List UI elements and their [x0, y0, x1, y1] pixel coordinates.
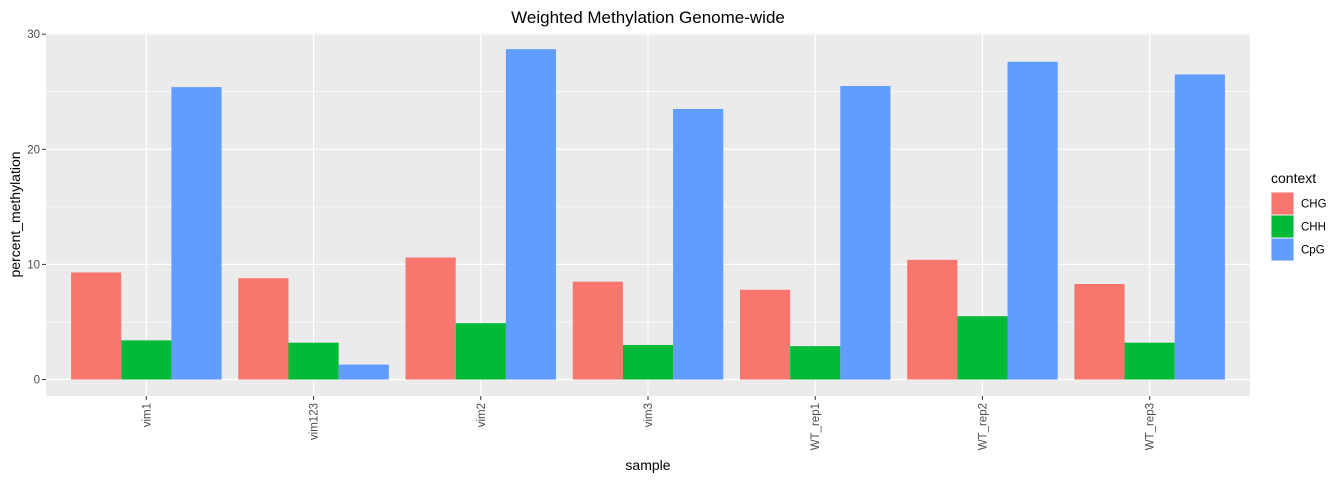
- bar-cpg-vim123: [338, 364, 389, 380]
- bar-chg-vim2: [405, 257, 456, 380]
- legend-title: context: [1271, 170, 1316, 186]
- bar-cpg-vim2: [505, 49, 557, 380]
- x-tick-label: vim2: [476, 403, 488, 427]
- legend-swatch-cpg: [1271, 238, 1294, 261]
- bars: [71, 49, 1225, 380]
- bar-chh-vim123: [288, 342, 339, 380]
- y-tick-label: 30: [27, 29, 40, 41]
- legend-swatch-chh: [1271, 215, 1294, 238]
- bar-chg-vim1: [71, 272, 122, 380]
- y-tick-label: 0: [34, 375, 40, 387]
- x-tick-label: WT_rep1: [810, 403, 822, 450]
- bar-chg-wt_rep2: [907, 259, 958, 380]
- chart-title: Weighted Methylation Genome-wide: [511, 8, 785, 27]
- bar-cpg-wt_rep2: [1007, 61, 1058, 380]
- x-tick-label: vim1: [141, 403, 153, 427]
- y-axis-title: percent_methylation: [7, 151, 23, 277]
- x-tick-label: vim123: [309, 403, 321, 440]
- bar-chg-wt_rep3: [1074, 283, 1125, 380]
- x-axis: vim1 vim123 vim2 vim3 WT_rep1 WT_rep2 WT_rep3: [141, 396, 1157, 450]
- legend: context CHG CHH CpG: [1271, 170, 1327, 261]
- bar-chg-vim123: [238, 278, 289, 380]
- bar-chg-wt_rep1: [739, 289, 791, 380]
- y-axis: 0 10 20 30: [27, 29, 46, 387]
- bar-chg-vim3: [572, 281, 623, 380]
- bar-chh-vim1: [121, 340, 172, 380]
- bar-cpg-vim1: [171, 87, 222, 380]
- legend-label-cpg: CpG: [1301, 245, 1325, 257]
- bar-chh-wt_rep2: [957, 316, 1008, 380]
- y-tick-label: 20: [27, 144, 40, 156]
- legend-label-chg: CHG: [1301, 199, 1327, 211]
- x-axis-title: sample: [625, 457, 670, 473]
- legend-swatch-chg: [1271, 192, 1294, 215]
- bar-chh-vim3: [622, 344, 674, 380]
- bar-cpg-wt_rep3: [1174, 74, 1225, 380]
- bar-chh-vim2: [455, 323, 506, 380]
- gridlines: [46, 33, 1250, 396]
- bar-chh-wt_rep1: [790, 346, 841, 380]
- y-tick-label: 10: [27, 259, 40, 271]
- x-tick-label: vim3: [643, 403, 655, 427]
- legend-label-chh: CHH: [1301, 222, 1326, 234]
- bar-cpg-wt_rep1: [840, 85, 891, 380]
- x-tick-label: WT_rep3: [1145, 403, 1157, 450]
- x-tick-label: WT_rep2: [977, 403, 989, 450]
- bar-cpg-vim3: [673, 108, 724, 380]
- bar-chh-wt_rep3: [1124, 342, 1175, 380]
